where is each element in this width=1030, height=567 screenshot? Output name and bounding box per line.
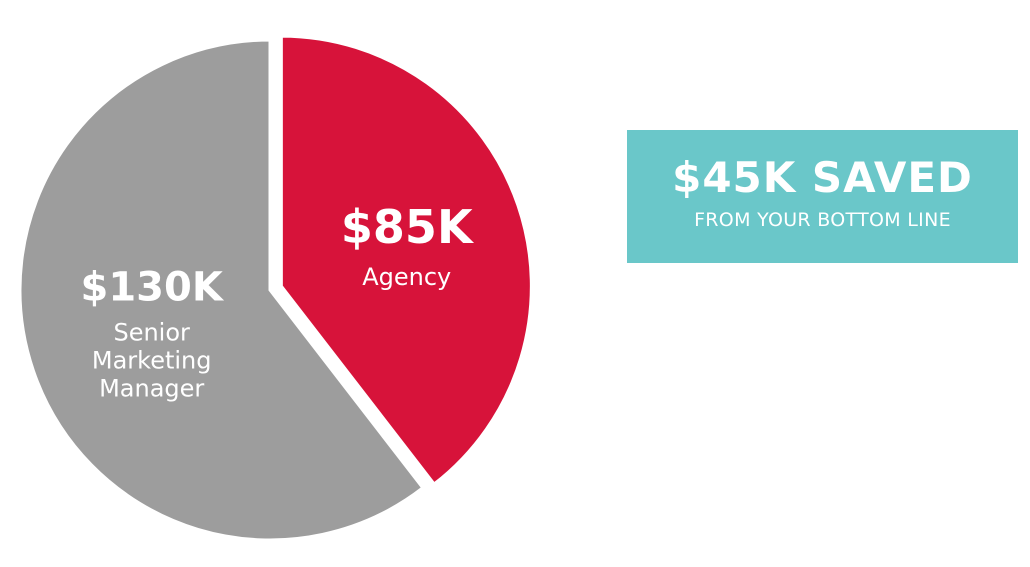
pie-slice-1 bbox=[18, 38, 425, 542]
savings-subline: FROM YOUR BOTTOM LINE bbox=[694, 209, 951, 231]
slice-category-label-1-0: Senior bbox=[113, 318, 190, 346]
slice-category-label-0-0: Agency bbox=[362, 263, 451, 291]
slice-category-label-1-1: Marketing bbox=[92, 346, 212, 374]
savings-headline: $45K SAVED bbox=[672, 153, 973, 202]
savings-callout: $45K SAVED FROM YOUR BOTTOM LINE bbox=[627, 130, 1018, 263]
slice-value-label-1: $130K bbox=[81, 264, 225, 310]
pie-slice-0 bbox=[279, 34, 533, 487]
slice-value-label-0: $85K bbox=[341, 200, 475, 254]
slice-category-label-1-2: Manager bbox=[99, 374, 204, 402]
